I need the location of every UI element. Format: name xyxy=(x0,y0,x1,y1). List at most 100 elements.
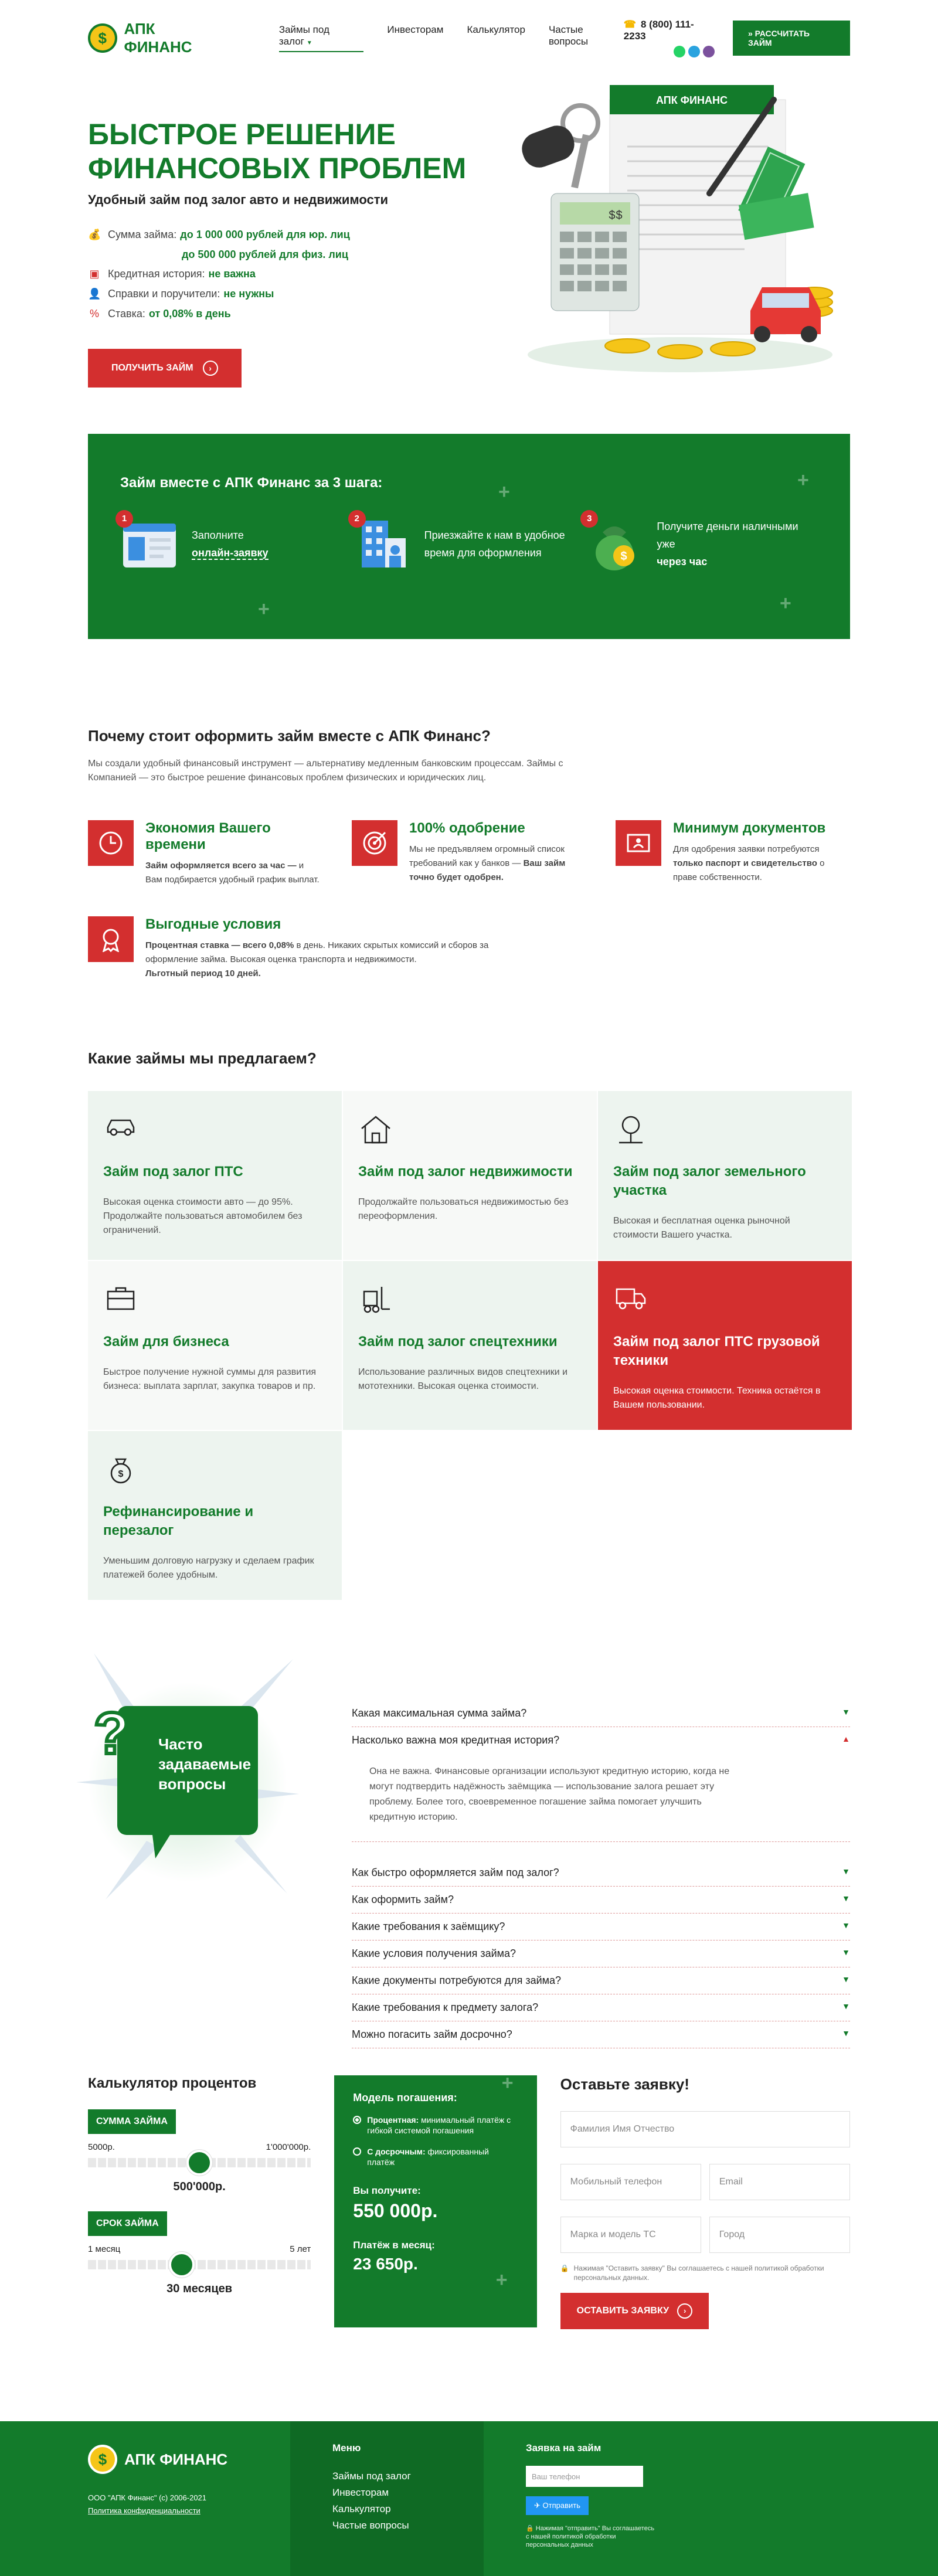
step-text: Заполните xyxy=(192,529,244,541)
sum-slider-handle[interactable] xyxy=(186,2150,212,2176)
nav-item-calculator[interactable]: Калькулятор xyxy=(467,24,525,35)
svg-text:$: $ xyxy=(621,550,627,563)
benefit-text: Мы не предъявляем огромный список требов… xyxy=(409,842,586,885)
steps-box: + + + + Займ вместе с АПК Финанс за 3 ша… xyxy=(88,434,850,639)
application-form: Оставьте заявку! Фамилия Имя Отчество Мо… xyxy=(560,2075,850,2329)
step-text-bold: через час xyxy=(657,556,708,567)
repayment-option-early[interactable]: С досрочным: фиксированный платёж xyxy=(353,2146,518,2167)
top-nav: Займы под залог ▼ Инвесторам Калькулятор … xyxy=(278,24,624,52)
viber-icon[interactable] xyxy=(702,46,715,57)
triangle-down-icon: ▼ xyxy=(842,1975,850,1984)
loan-title: Займ под залог ПТС xyxy=(103,1164,243,1180)
loan-card-special[interactable]: Займ под залог спецтехники Использование … xyxy=(343,1261,597,1430)
loan-card-refinance[interactable]: $ Рефинансирование и перезалог Уменьшим до… xyxy=(88,1431,342,1600)
faq-question-text: Какие требования к предмету залога? xyxy=(352,2001,539,2013)
calculator-screen: $$ xyxy=(609,209,623,223)
logo[interactable]: $ АПК ФИНАНС xyxy=(88,20,226,56)
triangle-down-icon: ▼ xyxy=(842,2001,850,2011)
condition-refs: 👤 Справки и поручители: не нужны xyxy=(88,288,487,301)
loan-text: Быстрое получение нужной суммы для разви… xyxy=(103,1367,317,1391)
faq-question-open[interactable]: Насколько важна моя кредитная история? ▲ xyxy=(352,1727,850,1753)
finance-illustration: АПК ФИНАНС $$ xyxy=(522,85,833,372)
receive-value: 550 000р. xyxy=(353,2200,438,2221)
loan-title: Займ под залог спецтехники xyxy=(358,1334,558,1350)
mobile-phone-field[interactable]: Мобильный телефон xyxy=(560,2164,701,2200)
loan-card-realty[interactable]: Займ под залог недвижимости Продолжайте п… xyxy=(343,1091,597,1260)
steps-section: + + + + Займ вместе с АПК Финанс за 3 ша… xyxy=(0,434,938,668)
faq-question[interactable]: Можно погасить займ досрочно? ▼ xyxy=(352,2021,850,2048)
sum-label: Сумма займа: xyxy=(108,229,177,240)
faq-question[interactable]: Какие требования к заёмщику? ▼ xyxy=(352,1914,850,1941)
faq-question[interactable]: Какие требования к предмету залога? ▼ xyxy=(352,1994,850,2021)
faq-answer-text: Она не важна. Финансовые организации исп… xyxy=(369,1766,730,1822)
full-name-field[interactable]: Фамилия Имя Отчество xyxy=(560,2111,850,2147)
city-field[interactable]: Город xyxy=(709,2217,850,2253)
calculator: Калькулятор процентов Сумма займа 5000р.… xyxy=(88,2075,311,2329)
person-icon: 👤 xyxy=(88,288,101,300)
faq-question-text: Как оформить займ? xyxy=(352,1894,454,1905)
faq-question-text: Какая максимальная сумма займа? xyxy=(352,1707,527,1719)
calculate-loan-button[interactable]: » Рассчитать займ xyxy=(732,21,850,56)
credit-value: не важна xyxy=(208,268,256,280)
term-slider[interactable] xyxy=(88,2252,311,2278)
repayment-option-interest[interactable]: Процентная: минимальный платёж с гибкой … xyxy=(353,2115,518,2136)
get-loan-button[interactable]: Получить займ › xyxy=(88,349,242,388)
money-bag-icon: $ xyxy=(103,1453,327,1488)
step-number: 3 xyxy=(580,510,599,528)
faq-question[interactable]: Как быстро оформляется займ под залог? ▼ xyxy=(352,1860,850,1887)
nav-item-faq[interactable]: Частые вопросы xyxy=(548,24,589,47)
calculation-result: + + Модель погашения: Процентная: минима… xyxy=(334,2072,537,2327)
faq-question[interactable]: Какие условия получения займа? ▼ xyxy=(352,1941,850,1967)
term-min-label: 1 месяц xyxy=(88,2244,121,2254)
telegram-icon[interactable] xyxy=(688,46,700,57)
loan-card-truck[interactable]: Займ под залог ПТС грузовой техники Высок… xyxy=(598,1261,852,1430)
footer-link-investors[interactable]: Инвесторам xyxy=(332,2487,389,2498)
whatsapp-icon[interactable] xyxy=(673,46,685,57)
faq-question[interactable]: Как оформить займ? ▼ xyxy=(352,1887,850,1914)
footer-send-button[interactable]: ✈ Отправить xyxy=(526,2496,589,2515)
benefit-text-bold: Процентная ставка — всего 0,08% xyxy=(145,940,294,950)
footer-phone-input[interactable]: Ваш телефон xyxy=(526,2466,643,2487)
submit-application-button[interactable]: Оставить заявку › xyxy=(560,2293,709,2329)
loan-text: Продолжайте пользоваться недвижимостью б… xyxy=(358,1197,569,1221)
nav-item-loans[interactable]: Займы под залог ▼ xyxy=(278,24,364,52)
target-icon xyxy=(352,820,397,866)
online-application-link[interactable]: онлайн-заявку xyxy=(192,547,269,560)
monthly-payment-value: 23 650р. xyxy=(353,2255,418,2273)
consent-text: Нажимая "Оставить заявку" Вы соглашаетес… xyxy=(573,2264,824,2282)
footer-link-loans[interactable]: Займы под залог xyxy=(332,2470,411,2482)
submit-label: Оставить заявку xyxy=(576,2306,669,2316)
faq-question-text: Как быстро оформляется займ под залог? xyxy=(352,1867,559,1878)
arrow-right-icon: › xyxy=(677,2303,693,2319)
phone-number: 8 (800) 111-2233 xyxy=(623,19,694,42)
loan-card-pts[interactable]: Займ под залог ПТС Высокая оценка стоимос… xyxy=(88,1091,342,1260)
sum-slider[interactable] xyxy=(88,2150,311,2176)
faq-question[interactable]: Какая максимальная сумма займа? ▼ xyxy=(352,1700,850,1727)
id-card-icon: ▣ xyxy=(89,268,100,280)
faq-question[interactable]: Какие документы потребуются для займа? ▼ xyxy=(352,1967,850,1994)
triangle-down-icon: ▼ xyxy=(842,1921,850,1930)
footer-link-faq[interactable]: Частые вопросы xyxy=(332,2520,409,2531)
svg-text:$: $ xyxy=(118,1469,124,1479)
footer-logo[interactable]: $ АПК ФИНАНС xyxy=(88,2445,290,2474)
briefcase-icon xyxy=(103,1283,327,1318)
phone-link[interactable]: ☎ 8 (800) 111-2233 xyxy=(624,19,715,42)
vehicle-model-field[interactable]: Марка и модель ТС xyxy=(560,2217,701,2253)
benefit-conditions: Выгодные условия Процентная ставка — всег… xyxy=(88,916,586,981)
term-value: 30 месяцев xyxy=(166,2282,233,2295)
loan-card-land[interactable]: Займ под залог земельного участка Высокая… xyxy=(598,1091,852,1260)
nav-item-investors[interactable]: Инвесторам xyxy=(387,24,444,35)
privacy-policy-link[interactable]: Политика конфиденциальности xyxy=(88,2506,200,2515)
send-label: Отправить xyxy=(542,2501,580,2510)
why-description: Мы создали удобный финансовый инструмент… xyxy=(88,759,563,783)
term-slider-handle[interactable] xyxy=(169,2252,195,2278)
benefit-text-rest: и Вам подбирается удобный график выплат. xyxy=(145,861,320,885)
dollar-coin-icon: $ xyxy=(88,2445,117,2474)
benefit-text-rest: Для одобрения заявки потребуются xyxy=(673,844,820,854)
email-field[interactable]: Email xyxy=(709,2164,850,2200)
footer-link-calculator[interactable]: Калькулятор xyxy=(332,2503,391,2514)
copyright: ООО "АПК Финанс" (c) 2006-2021 xyxy=(88,2493,207,2502)
loan-card-business[interactable]: Займ для бизнеса Быстрое получение нужной… xyxy=(88,1261,342,1430)
get-loan-label: Получить займ xyxy=(111,363,193,373)
benefit-title: Выгодные условия xyxy=(145,916,281,932)
